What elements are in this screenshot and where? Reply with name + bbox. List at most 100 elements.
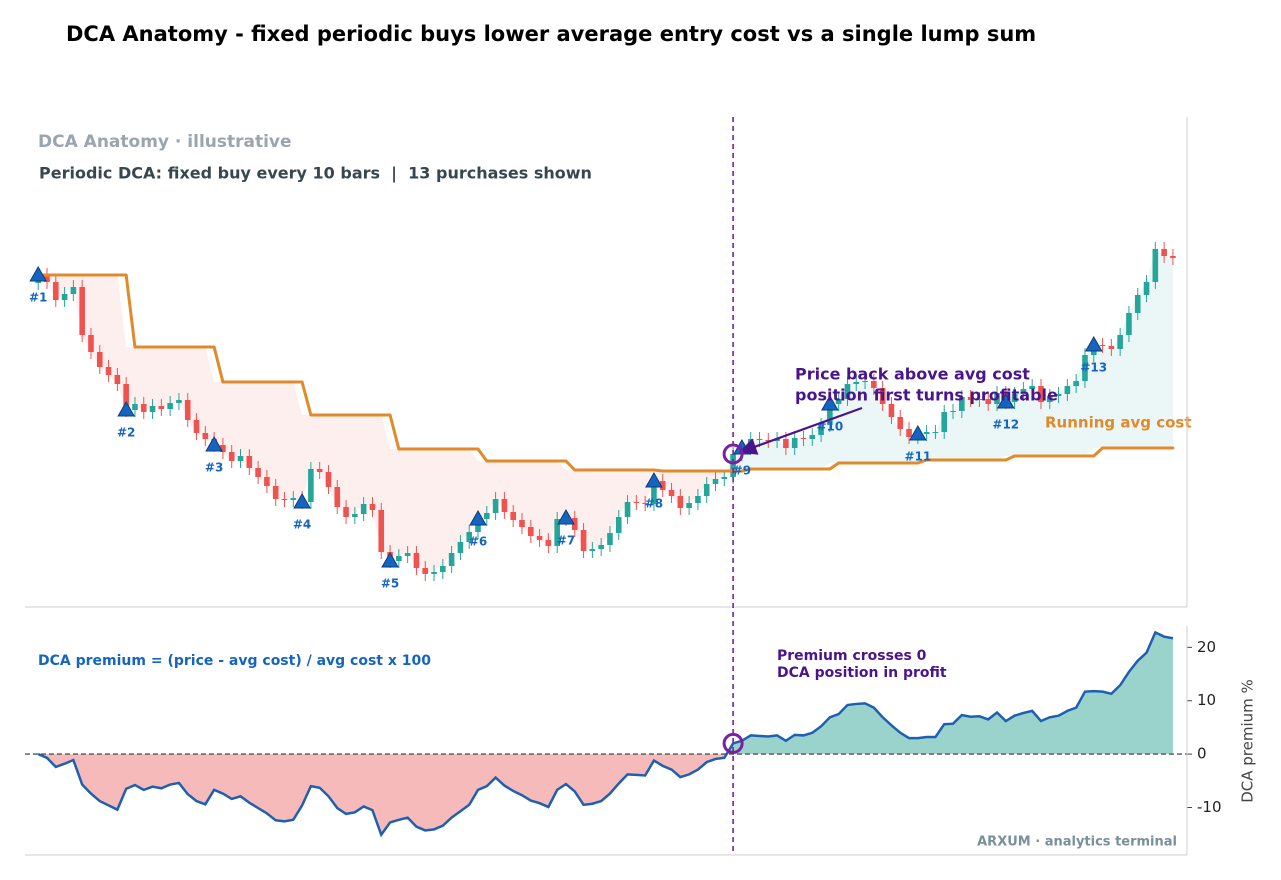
candle-body (642, 503, 648, 504)
candle-body (343, 507, 349, 517)
candle-body (70, 287, 77, 294)
candle-body (176, 400, 182, 403)
candle-body (167, 403, 173, 409)
candle-body (941, 412, 948, 432)
candle-body (677, 496, 684, 508)
candle-body (1152, 249, 1159, 282)
candle-body (519, 520, 525, 527)
candle-body (1046, 396, 1053, 402)
candle-body (791, 438, 798, 448)
candle-body (325, 472, 332, 487)
candle-body (220, 445, 226, 452)
premium-line (37, 630, 1174, 838)
area-negative (38, 754, 1173, 835)
candle-body (765, 440, 772, 441)
candle-body (712, 479, 719, 484)
y-tick-label: 10 (1197, 691, 1216, 709)
watermark: ARXUM · analytics terminal (977, 835, 1177, 850)
candle-body (844, 384, 851, 399)
candle-body (1099, 345, 1106, 346)
avg-step (476, 448, 489, 462)
candle-body (571, 518, 578, 530)
candle-body (308, 469, 314, 502)
avg-step (829, 461, 840, 471)
candle-body (448, 553, 455, 566)
y-tick-label: 0 (1197, 745, 1207, 763)
avg-step (124, 274, 137, 348)
candle-body (1082, 355, 1088, 381)
candle-body (888, 404, 895, 417)
avg-step (1092, 446, 1104, 458)
candle-body (457, 542, 464, 553)
purchase-marker (293, 492, 311, 509)
candle-body (123, 384, 129, 410)
avg-step (564, 459, 576, 472)
purchase-marker (205, 435, 223, 452)
candle-body (149, 406, 156, 412)
candle-body (580, 530, 587, 551)
candle-body (994, 393, 1000, 404)
candle-body (862, 381, 868, 382)
candle-body (598, 545, 604, 549)
candle-body (158, 406, 165, 409)
purchase-label: #4 (293, 518, 311, 532)
candle-body (334, 487, 341, 507)
candle-body (79, 287, 85, 335)
purchase-label: #2 (117, 426, 135, 440)
candle-body (1020, 389, 1027, 394)
candle-body (879, 388, 886, 404)
candle-body (264, 477, 270, 486)
candle-body (1055, 394, 1062, 396)
purchase-label: #9 (733, 464, 751, 478)
area-fill (38, 275, 734, 574)
candle-body (105, 367, 112, 375)
candle-body (800, 438, 807, 439)
premium-panel: -10 0 10 20 (25, 630, 1222, 838)
cross-marker (722, 732, 744, 754)
y-tick-label: 20 (1197, 638, 1216, 656)
candle-body (114, 375, 121, 384)
candle-body (44, 275, 50, 282)
candle-body (554, 519, 560, 546)
formula-label: DCA premium = (price - avg cost) / avg c… (38, 653, 431, 669)
candle-body (783, 439, 789, 448)
candle-body (1011, 394, 1018, 402)
candle-body (615, 517, 622, 533)
candle-body (809, 435, 816, 439)
candle-body (527, 527, 534, 536)
candle-body (906, 429, 912, 437)
candle-body (1038, 386, 1044, 402)
candle-body (950, 411, 956, 412)
candle-body (1161, 249, 1167, 256)
candle-body (624, 502, 631, 517)
candle-body (651, 481, 657, 504)
candle-body (818, 425, 824, 435)
purchase-marker (1084, 335, 1103, 352)
candle-body (404, 553, 411, 556)
candle-body (545, 540, 552, 546)
candle-body (633, 502, 640, 503)
purchase-label: #5 (381, 577, 399, 591)
candle-body (422, 568, 429, 574)
candle-body (607, 533, 613, 545)
annotation-arrow (738, 406, 863, 455)
candle-body (536, 536, 543, 540)
candle-body (1170, 256, 1176, 258)
candle-body (440, 566, 446, 572)
candle-body (369, 504, 376, 510)
legend-label: Running avg cost (1045, 414, 1192, 432)
candle-body (686, 503, 692, 508)
candle-body (352, 514, 358, 517)
subtitle: Periodic DCA: fixed buy every 10 bars | … (39, 164, 592, 184)
candle-body (52, 282, 59, 300)
candle-body (923, 432, 930, 434)
annotation: position first turns profitable (795, 386, 1058, 405)
purchase-label: #6 (469, 535, 487, 549)
candle-body (827, 404, 833, 425)
candle-body (897, 417, 904, 429)
purchase-label: #3 (205, 461, 223, 475)
candle-body (281, 499, 288, 500)
purchase-marker (996, 392, 1015, 409)
candle-body (272, 486, 279, 499)
